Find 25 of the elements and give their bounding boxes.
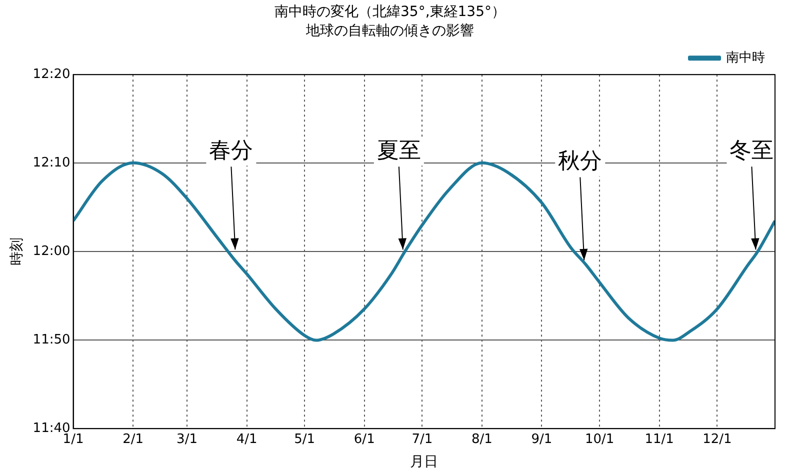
chart-subtitle: 地球の自転軸の傾きの影響 (305, 22, 474, 39)
y-axis-title: 時刻 (9, 238, 26, 266)
x-tick-label: 7/1 (412, 432, 433, 447)
annotation: 夏至 (376, 138, 421, 164)
y-tick-label: 11:50 (32, 332, 70, 348)
legend-label: 南中時 (726, 50, 765, 66)
annotation: 春分 (209, 138, 254, 164)
x-axis-title: 月日 (410, 454, 438, 470)
x-tick-label: 3/1 (176, 432, 198, 447)
x-tick-label: 1/1 (62, 432, 84, 447)
x-tick-label: 12/1 (702, 432, 732, 447)
x-tick-label: 5/1 (294, 432, 316, 447)
x-tick-label: 2/1 (122, 432, 144, 447)
chart-title: 南中時の変化（北緯35°,東経135°） (274, 4, 506, 20)
annotation: 冬至 (730, 138, 774, 164)
y-tick-label: 12:00 (32, 244, 70, 259)
y-tick-label: 12:10 (32, 155, 70, 170)
x-tick-label: 11/1 (644, 432, 674, 447)
x-tick-label: 9/1 (531, 432, 552, 447)
y-tick-label: 12:20 (32, 66, 70, 82)
x-tick-label: 4/1 (236, 432, 258, 447)
x-tick-label: 10/1 (584, 432, 614, 447)
x-tick-label: 6/1 (354, 432, 375, 447)
x-tick-label: 8/1 (472, 432, 492, 447)
annotation: 秋分 (558, 148, 602, 174)
